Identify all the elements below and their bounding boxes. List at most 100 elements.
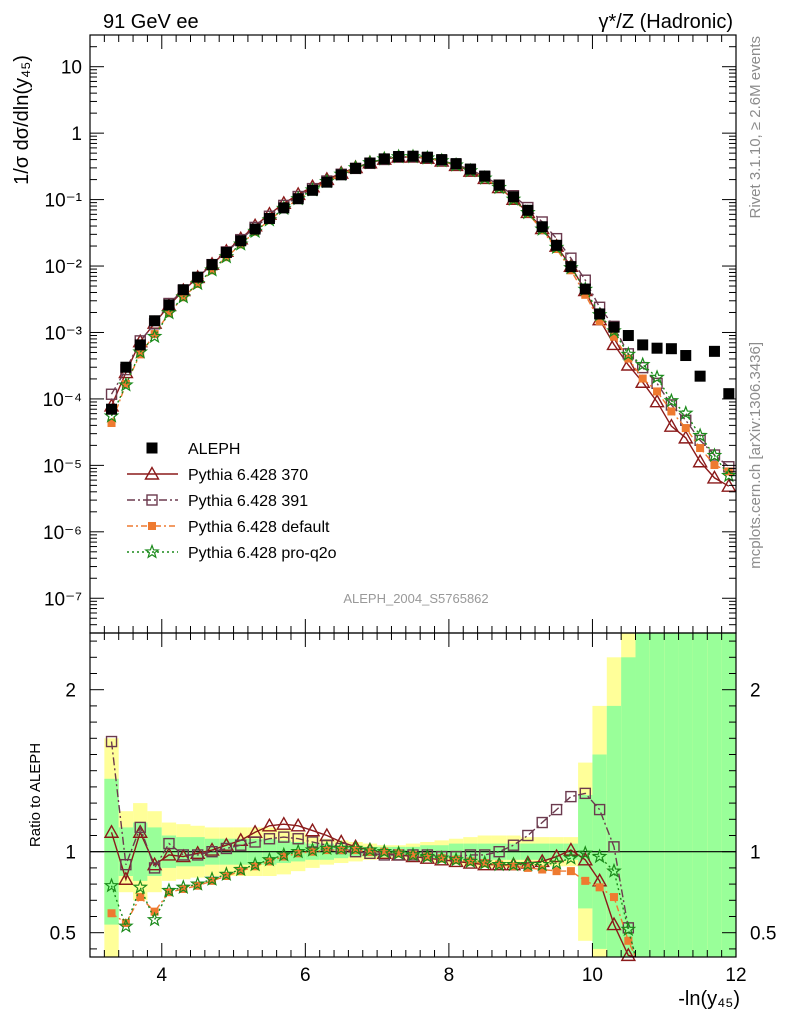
point-aleph — [651, 342, 663, 354]
legend-item-pq2o: Pythia 6.428 pro-q2o — [127, 543, 337, 562]
legend-label-pdefault: Pythia 6.428 default — [188, 519, 330, 536]
ratio-point-p391 — [235, 839, 247, 851]
ratio-point-pq2o — [103, 877, 120, 893]
ratio-point-pdefault — [136, 893, 145, 902]
ratio-point-pq2o — [462, 853, 479, 869]
header-right: γ*/Z (Hadronic) — [599, 11, 733, 33]
main-y-tick-label: 10⁻³ — [45, 323, 83, 344]
ratio-point-pq2o — [218, 866, 235, 882]
band-green-bin — [721, 633, 736, 957]
x-tick-label: 10 — [582, 965, 603, 986]
ratio-y-tick-label-right: 0.5 — [750, 924, 776, 945]
point-aleph — [393, 151, 405, 163]
ratio-point-pq2o — [362, 841, 378, 857]
point-pdefault — [581, 290, 590, 299]
point-aleph — [421, 151, 433, 163]
main-y-tick-label: 10⁻⁷ — [44, 589, 82, 610]
band-green-bin — [621, 657, 636, 957]
point-aleph — [163, 299, 175, 311]
ratio-point-pdefault — [107, 909, 116, 918]
ratio-point-pdefault — [365, 847, 374, 856]
legend-marker-p391 — [146, 494, 158, 506]
ratio-line-pq2o — [110, 847, 637, 958]
point-aleph — [249, 223, 261, 235]
point-pq2o — [118, 376, 134, 392]
ratio-point-pq2o — [577, 845, 594, 860]
point-aleph — [220, 246, 232, 258]
main-y-axis-label: 1/σ dσ/dln(y₄₅) — [11, 55, 33, 185]
ratio-point-p391 — [177, 849, 190, 861]
ratio-point-pq2o — [376, 843, 393, 859]
ratio-point-pq2o — [175, 879, 192, 895]
point-aleph — [594, 308, 606, 320]
point-pdefault — [609, 332, 618, 341]
ratio-point-pdefault — [495, 860, 504, 869]
ratio-point-pdefault — [208, 876, 217, 885]
point-pdefault — [208, 266, 217, 275]
ratio-point-pdefault — [308, 847, 317, 856]
rivet-version-text: Rivet 3.1.10, ≥ 2.6M events — [747, 36, 764, 219]
ratio-point-pdefault — [423, 852, 432, 861]
legend-marker-aleph — [146, 442, 158, 454]
point-aleph — [307, 184, 319, 196]
point-aleph — [278, 202, 290, 214]
point-pdefault — [710, 461, 719, 470]
ratio-point-pdefault — [294, 849, 303, 858]
ratio-point-pdefault — [322, 846, 331, 855]
ratio-uncertainty-bands — [90, 633, 736, 957]
series-aleph — [106, 150, 735, 415]
point-aleph — [522, 204, 534, 216]
point-aleph — [479, 170, 491, 182]
ratio-point-p370 — [290, 817, 306, 832]
ratio-point-pq2o — [405, 846, 421, 862]
band-green-bin — [635, 633, 650, 957]
ratio-point-p370 — [103, 824, 120, 838]
series-pdefault — [107, 152, 733, 476]
point-pq2o — [649, 369, 665, 385]
point-p370 — [663, 418, 680, 432]
ratio-point-pq2o — [347, 840, 364, 856]
ratio-point-p391 — [191, 849, 204, 861]
ratio-point-p391 — [263, 833, 276, 845]
ratio-point-p370 — [161, 847, 177, 861]
ratio-point-pdefault — [595, 883, 604, 892]
ratio-point-pq2o — [204, 870, 220, 886]
ratio-point-p370 — [606, 916, 622, 931]
ratio-point-pq2o — [548, 854, 565, 870]
point-aleph — [622, 330, 634, 342]
ratio-point-pq2o — [563, 849, 579, 865]
ratio-point-p370 — [118, 871, 134, 885]
legend-label-p391: Pythia 6.428 391 — [188, 493, 308, 510]
ratio-point-pdefault — [380, 847, 389, 856]
legend-label-aleph: ALEPH — [188, 441, 240, 458]
point-p391 — [636, 361, 649, 374]
legend-marker-pdefault — [148, 522, 156, 530]
ratio-point-pq2o — [534, 856, 551, 872]
point-aleph — [106, 403, 118, 415]
main-y-tick-label: 10⁻⁶ — [43, 523, 82, 544]
main-y-tick-label: 1 — [71, 124, 82, 145]
ratio-point-pq2o — [390, 845, 407, 860]
band-green-bin — [678, 633, 693, 957]
ratio-point-pq2o — [620, 921, 637, 937]
analysis-id-label: ALEPH_2004_S5765862 — [343, 591, 488, 606]
ratio-point-pq2o — [606, 862, 622, 878]
ratio-line-p370 — [110, 823, 636, 958]
point-aleph — [493, 179, 505, 191]
ratio-point-p370 — [304, 822, 321, 837]
band-green-bin — [692, 633, 708, 957]
main-y-tick-label: 10⁻⁵ — [43, 456, 82, 477]
point-pdefault — [150, 330, 159, 339]
x-tick-label: 4 — [156, 965, 167, 986]
ratio-point-pq2o — [304, 841, 321, 857]
ratio-y-tick-label: 0.5 — [50, 924, 76, 945]
point-pdefault — [696, 444, 705, 453]
point-aleph — [694, 370, 706, 382]
ratio-point-pq2o — [247, 856, 263, 872]
point-aleph — [177, 284, 189, 296]
point-aleph — [378, 153, 390, 165]
ratio-point-p370 — [189, 845, 206, 860]
point-p370 — [620, 357, 637, 371]
ratio-point-p391 — [134, 821, 146, 834]
